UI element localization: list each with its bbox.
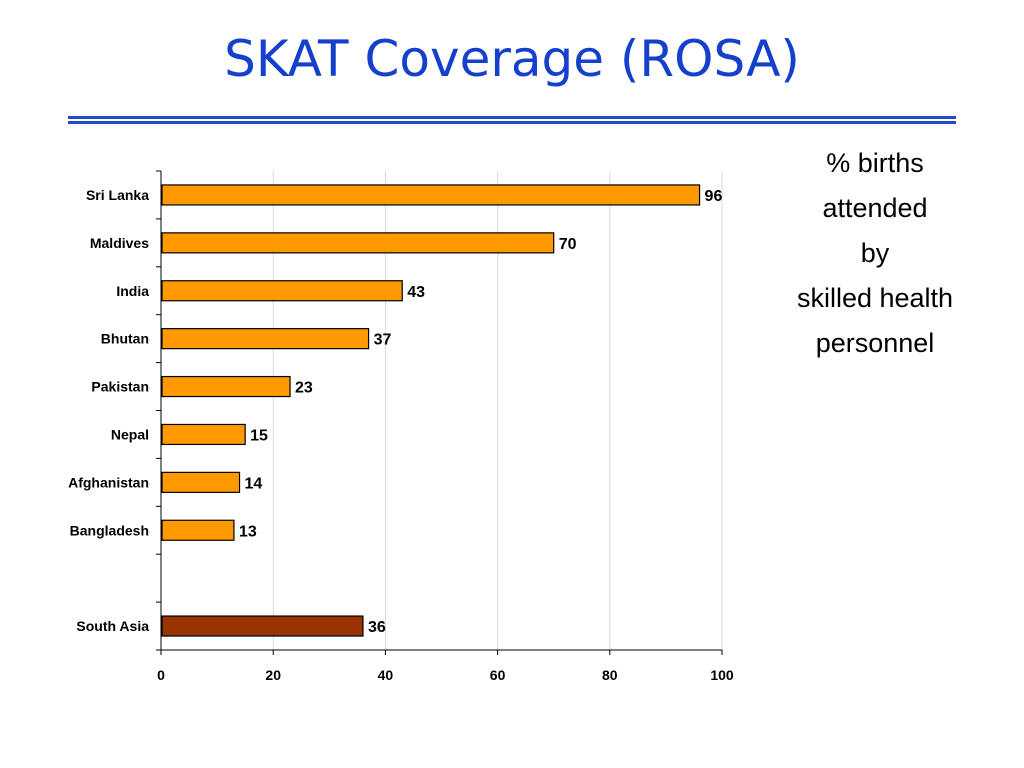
bar — [161, 328, 370, 350]
data-label: 37 — [374, 332, 392, 349]
caption-line: attended — [822, 193, 928, 223]
data-label: 15 — [250, 427, 268, 444]
category-label: Nepal — [111, 426, 149, 442]
category-label: Maldives — [90, 235, 149, 251]
x-tick-label: 20 — [265, 667, 281, 683]
data-label: 23 — [295, 380, 313, 397]
data-label: 96 — [705, 188, 723, 205]
x-tick-label: 100 — [710, 667, 734, 683]
bar — [161, 184, 701, 206]
category-label: India — [116, 283, 149, 299]
bar — [161, 280, 403, 302]
category-label: South Asia — [76, 618, 149, 634]
data-label: 14 — [245, 475, 263, 492]
category-label: Bhutan — [101, 331, 149, 347]
chart-caption: % births attended by skilled health pers… — [765, 141, 985, 366]
bar — [161, 423, 246, 446]
caption-line: personnel — [815, 328, 935, 358]
category-label: Bangladesh — [70, 522, 149, 538]
data-label: 70 — [559, 236, 577, 253]
title-rule-top — [68, 116, 956, 119]
data-label: 43 — [407, 284, 425, 301]
caption-line: skilled health — [796, 283, 954, 313]
bar — [161, 232, 555, 254]
caption-line: by — [860, 238, 890, 268]
x-tick-label: 40 — [378, 667, 394, 683]
bar — [161, 519, 235, 541]
category-label: Pakistan — [91, 379, 149, 395]
x-tick-label: 0 — [157, 667, 165, 683]
x-tick-label: 60 — [490, 667, 506, 683]
data-label: 13 — [239, 523, 257, 540]
title-rule-bottom — [68, 121, 956, 124]
category-label: Afghanistan — [68, 474, 149, 490]
bar — [161, 375, 291, 398]
caption-line: % births — [826, 148, 924, 178]
bar-highlight — [161, 615, 364, 637]
slide-title: SKAT Coverage (ROSA) — [224, 30, 800, 88]
bar — [161, 471, 241, 493]
data-label: 36 — [368, 619, 386, 636]
category-label: Sri Lanka — [86, 187, 149, 203]
x-tick-label: 80 — [602, 667, 618, 683]
